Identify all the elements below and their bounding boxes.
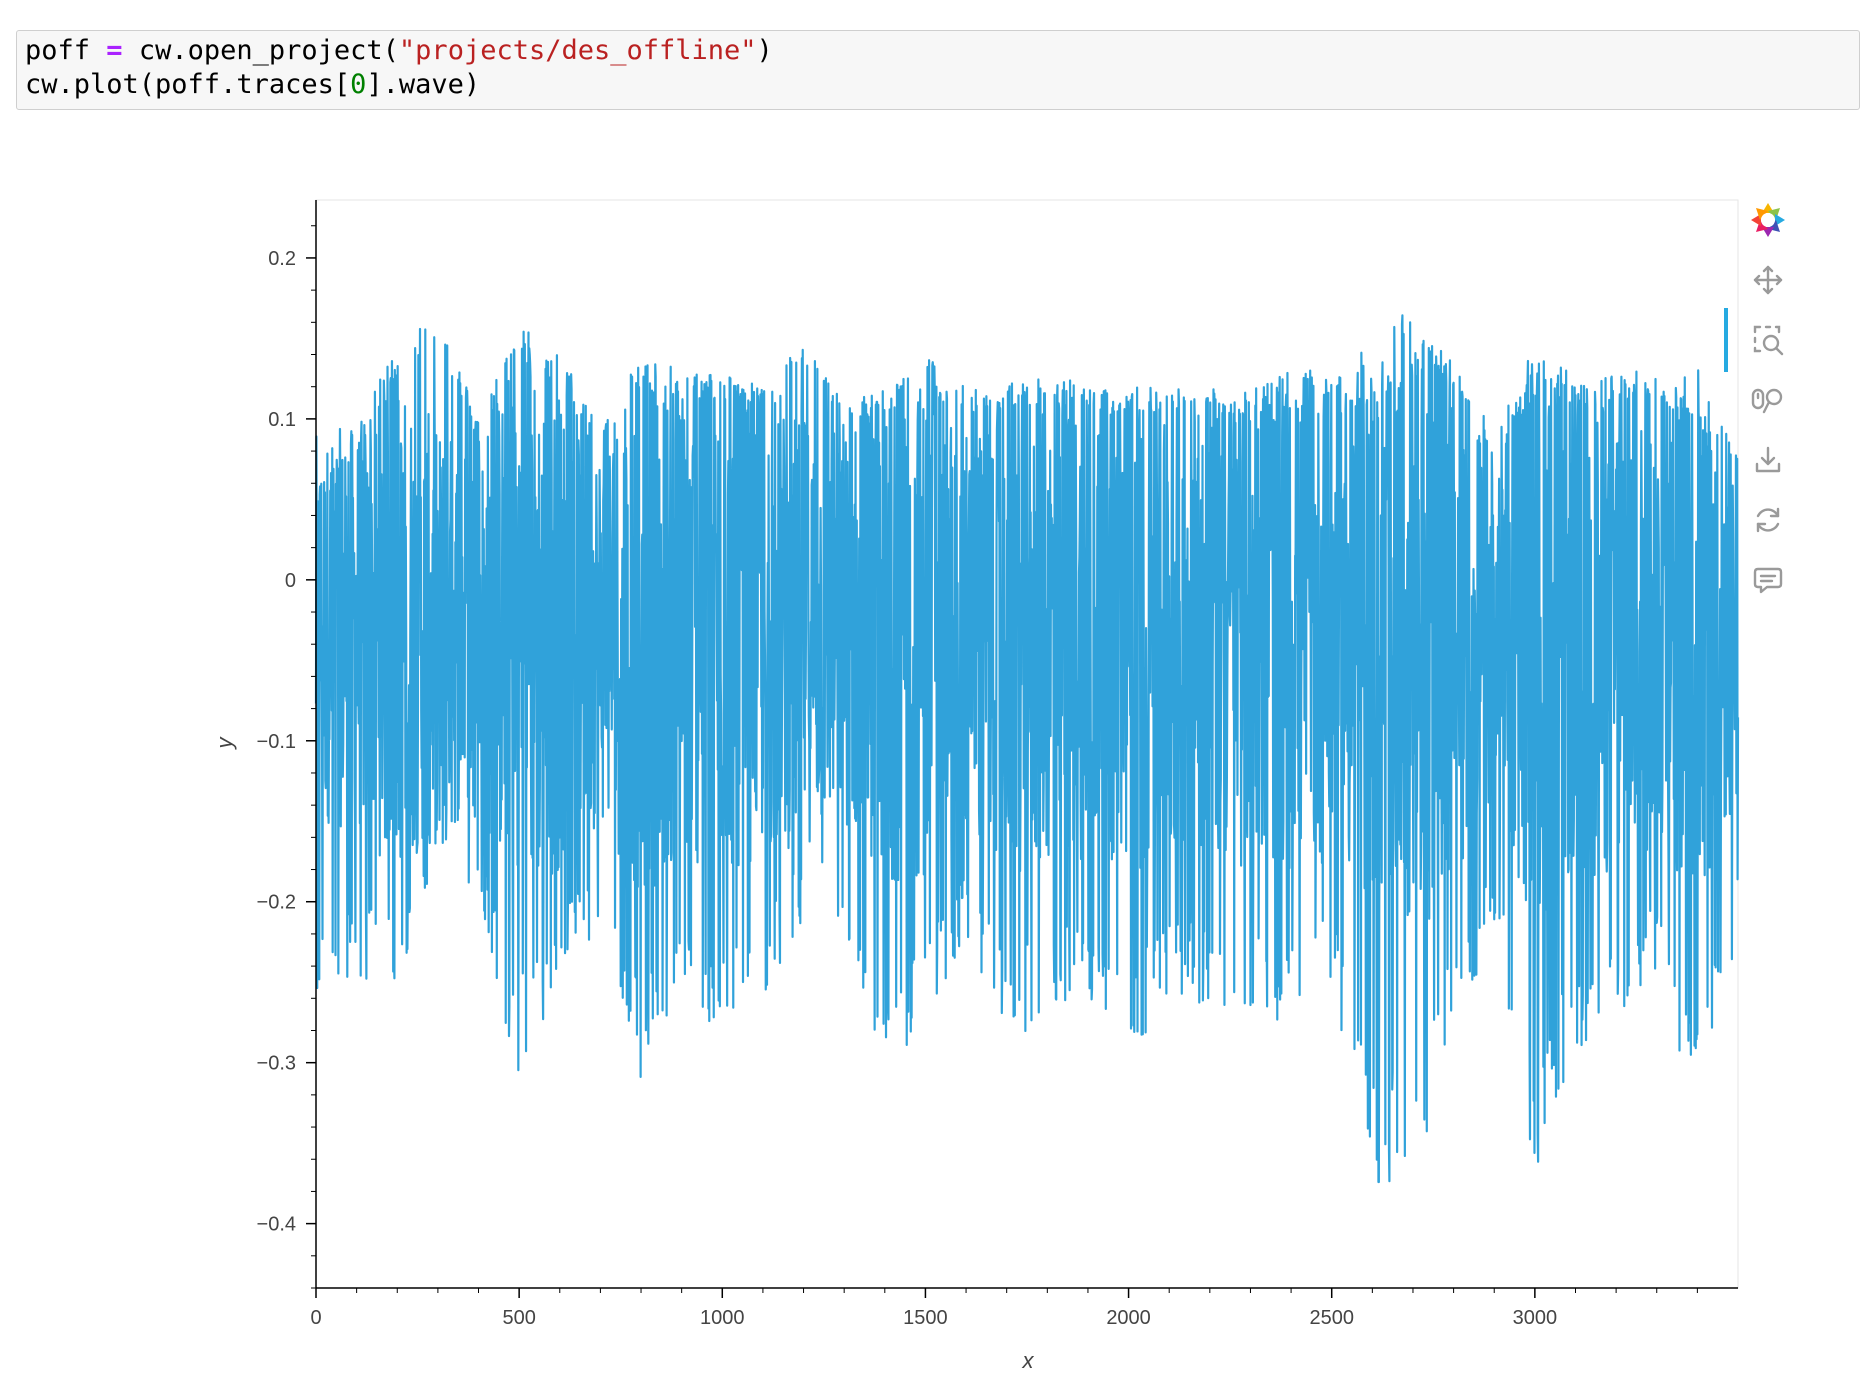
y-tick-label: 0	[285, 570, 296, 592]
hover-icon[interactable]	[1740, 556, 1796, 604]
code-cell[interactable]: poff = cw.open_project("projects/des_off…	[16, 30, 1860, 110]
x-tick-label: 1500	[903, 1307, 948, 1329]
box-zoom-icon[interactable]	[1724, 308, 1796, 372]
reset-icon[interactable]	[1740, 496, 1796, 544]
code-line-1: poff = cw.open_project("projects/des_off…	[25, 35, 773, 66]
x-tick-label: 3000	[1513, 1307, 1558, 1329]
save-icon[interactable]	[1740, 436, 1796, 484]
wheel-zoom-icon[interactable]	[1740, 376, 1796, 424]
plot-area[interactable]: 0 500 1000 1500 2000 2500 3000 0.2 0.1 0 −0.1 −0.2 −…	[0, 140, 1860, 1373]
line-chart[interactable]: 0 500 1000 1500 2000 2500 3000 0.2 0.1 0 −0.1 −0.2 −…	[0, 140, 1860, 1373]
y-tick-label: −0.1	[257, 731, 296, 753]
y-tick-label: −0.3	[257, 1053, 296, 1075]
x-tick-label: 2500	[1309, 1307, 1354, 1329]
x-tick-label: 2000	[1106, 1307, 1151, 1329]
bokeh-logo-icon[interactable]	[1740, 196, 1796, 244]
x-axis-label: x	[1022, 1348, 1035, 1368]
axis-layer: 0 500 1000 1500 2000 2500 3000 0.2 0.1 0 −0.1 −0.2 −…	[257, 200, 1738, 1329]
pan-icon[interactable]	[1740, 256, 1796, 304]
y-tick-label: 0.1	[268, 409, 296, 431]
x-tick-label: 1000	[700, 1307, 745, 1329]
series-layer	[314, 314, 1740, 1184]
code-line-2: cw.plot(poff.traces[0].wave)	[25, 69, 481, 100]
y-tick-label: 0.2	[268, 248, 296, 270]
y-tick-label: −0.2	[257, 892, 296, 914]
y-axis-label: y	[212, 736, 237, 751]
x-tick-label: 0	[310, 1307, 321, 1329]
series-line-0	[314, 314, 1740, 1184]
x-tick-label: 500	[502, 1307, 535, 1329]
y-tick-label: −0.4	[257, 1214, 296, 1236]
